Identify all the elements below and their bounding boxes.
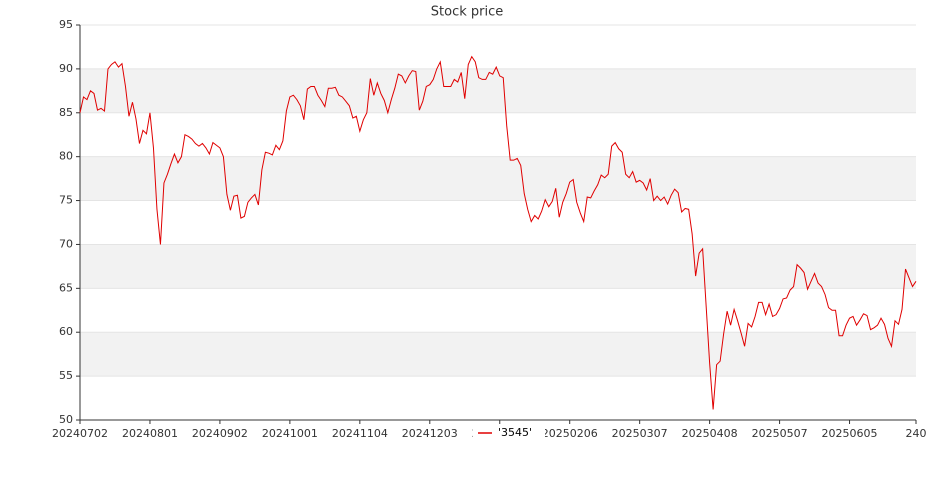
y-tick-label: 90 xyxy=(59,62,73,75)
legend-box xyxy=(473,425,545,441)
y-tick-label: 55 xyxy=(59,369,73,382)
x-tick-label: 240 xyxy=(906,427,927,440)
y-tick-label: 85 xyxy=(59,106,73,119)
x-tick-label: 20250507 xyxy=(752,427,808,440)
legend-label: '3545' xyxy=(498,426,532,439)
x-tick-label: 20241104 xyxy=(332,427,388,440)
x-tick-label: 20250408 xyxy=(682,427,738,440)
x-tick-label: 20240902 xyxy=(192,427,248,440)
chart-title: Stock price xyxy=(431,5,503,20)
grid-band xyxy=(80,332,916,377)
y-tick-label: 65 xyxy=(59,281,73,294)
y-tick-label: 80 xyxy=(59,150,73,163)
x-tick-label: 20250206 xyxy=(542,427,598,440)
x-tick-label: 20240801 xyxy=(122,427,178,440)
y-tick-label: 50 xyxy=(59,413,73,426)
y-tick-label: 75 xyxy=(59,194,73,207)
x-tick-label: 20241203 xyxy=(402,427,458,440)
x-tick-label: 20240702 xyxy=(52,427,108,440)
y-tick-label: 95 xyxy=(59,18,73,31)
y-tick-label: 60 xyxy=(59,325,73,338)
legend: '3545' xyxy=(473,425,545,441)
x-tick-label: 20250605 xyxy=(822,427,878,440)
y-tick-label: 70 xyxy=(59,237,73,250)
grid-band xyxy=(80,156,916,201)
grid-band xyxy=(80,244,916,289)
x-tick-label: 20250307 xyxy=(612,427,668,440)
grid-band xyxy=(80,68,916,113)
series-line xyxy=(79,55,917,410)
x-tick-label: 20241001 xyxy=(262,427,318,440)
grid xyxy=(80,24,916,421)
